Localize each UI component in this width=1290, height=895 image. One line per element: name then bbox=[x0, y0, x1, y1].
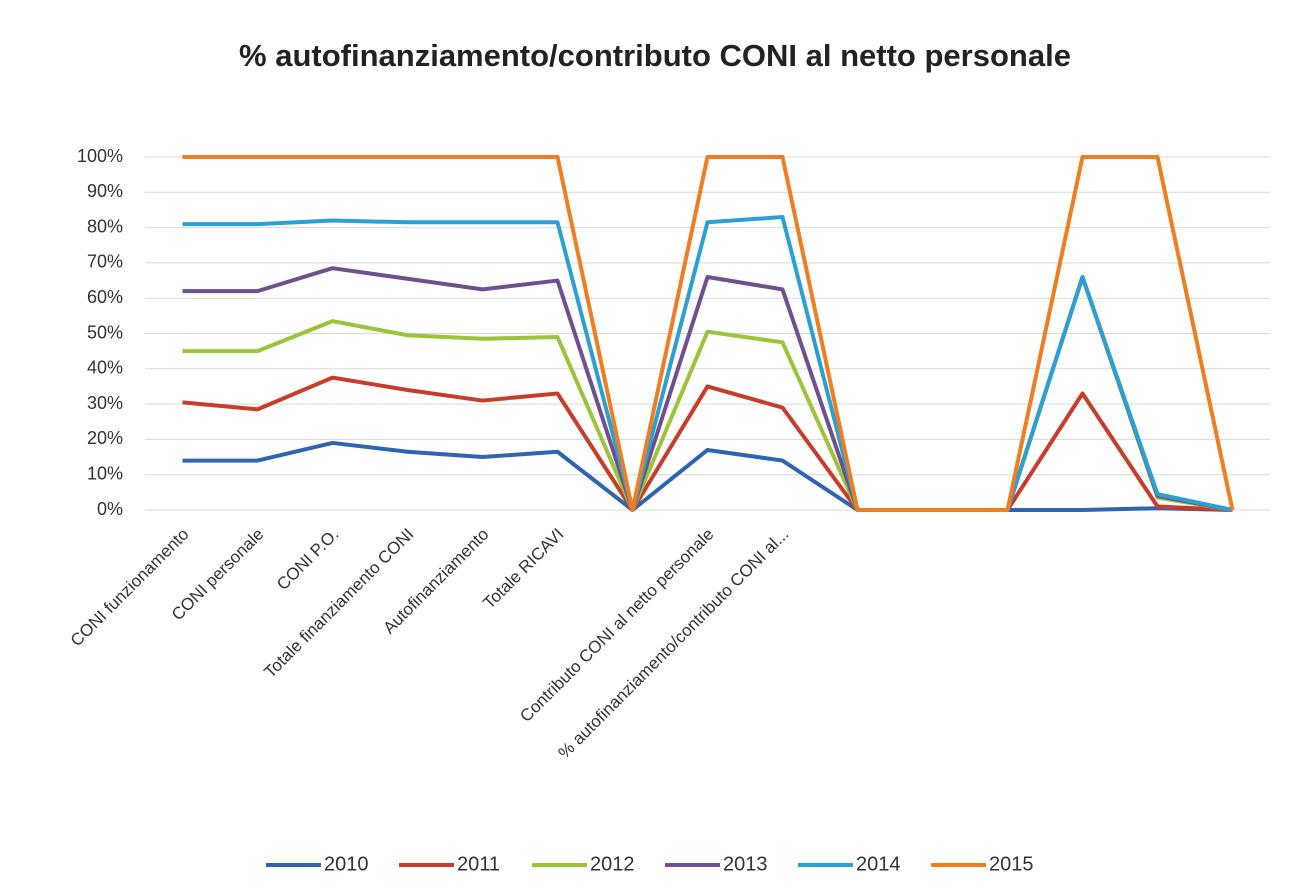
y-tick-label: 60% bbox=[87, 287, 123, 307]
y-tick-label: 80% bbox=[87, 216, 123, 236]
legend-label: 2014 bbox=[856, 853, 901, 875]
x-tick-label: CONI funzionamento bbox=[67, 525, 193, 651]
series-line bbox=[182, 215, 1233, 512]
legend-label: 2013 bbox=[723, 853, 768, 875]
x-tick-label: CONI P.O. bbox=[273, 525, 342, 594]
y-tick-label: 10% bbox=[87, 463, 123, 483]
y-tick-label: 40% bbox=[87, 358, 123, 378]
series-line bbox=[182, 440, 1233, 512]
y-tick-label: 90% bbox=[87, 181, 123, 201]
series-line bbox=[182, 155, 1235, 512]
y-tick-label: 0% bbox=[97, 499, 123, 519]
y-tick-label: 50% bbox=[87, 322, 123, 342]
y-tick-label: 30% bbox=[87, 393, 123, 413]
y-tick-label: 20% bbox=[87, 428, 123, 448]
x-tick-label: Totale RICAVI bbox=[479, 525, 567, 613]
legend-label: 2015 bbox=[989, 853, 1034, 875]
y-tick-label: 70% bbox=[87, 252, 123, 272]
x-tick-label: Totale finanziamento CONI bbox=[260, 525, 417, 682]
legend-label: 2011 bbox=[457, 853, 500, 875]
legend-label: 2010 bbox=[324, 853, 369, 875]
y-tick-label: 100% bbox=[77, 146, 123, 166]
chart-title: % autofinanziamento/contributo CONI al n… bbox=[239, 38, 1071, 73]
series-line bbox=[182, 375, 1233, 512]
legend-label: 2012 bbox=[590, 853, 635, 875]
